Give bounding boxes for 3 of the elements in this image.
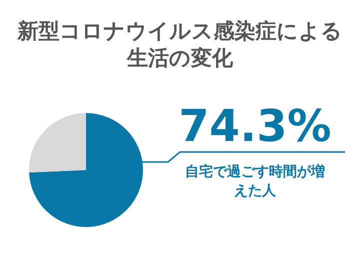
data-label: 74.3%	[178, 101, 332, 153]
slice-label: 自宅で過ごす時間が増えた人	[185, 163, 325, 201]
chart-title: 新型コロナウイルス感染症による生活の変化	[16, 18, 344, 72]
